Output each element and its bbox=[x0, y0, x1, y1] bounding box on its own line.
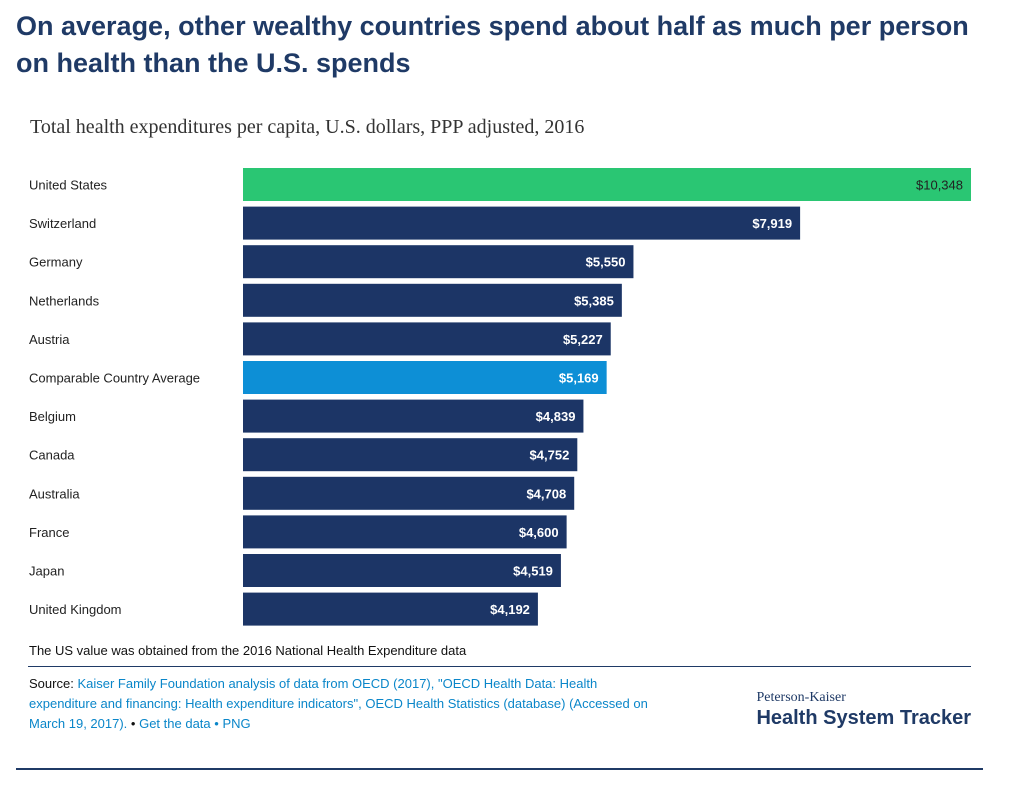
bar-united-states[interactable] bbox=[243, 168, 971, 201]
category-label-canada: Canada bbox=[29, 448, 75, 463]
value-label-austria: $5,227 bbox=[563, 332, 603, 347]
bar-austria[interactable] bbox=[243, 322, 611, 356]
category-label-france: France bbox=[29, 525, 69, 540]
category-label-netherlands: Netherlands bbox=[29, 293, 100, 308]
source-label: Source: bbox=[29, 676, 74, 691]
chart-title: Total health expenditures per capita, U.… bbox=[30, 116, 585, 138]
bar-japan[interactable] bbox=[243, 554, 561, 587]
category-label-united-states: United States bbox=[29, 178, 108, 193]
value-label-united-states: $10,348 bbox=[916, 178, 963, 193]
value-label-germany: $5,550 bbox=[586, 255, 626, 270]
data-note: The US value was obtained from the 2016 … bbox=[29, 643, 467, 658]
value-label-japan: $4,519 bbox=[513, 564, 553, 579]
value-label-comparable-country-average: $5,169 bbox=[559, 371, 599, 386]
bar-germany[interactable] bbox=[243, 245, 634, 279]
bar-netherlands[interactable] bbox=[243, 283, 622, 317]
category-label-united-kingdom: United Kingdom bbox=[29, 602, 122, 617]
value-label-france: $4,600 bbox=[519, 525, 559, 540]
value-label-switzerland: $7,919 bbox=[752, 216, 792, 231]
separator: • bbox=[130, 716, 136, 731]
category-label-australia: Australia bbox=[29, 486, 80, 501]
source-link[interactable]: Kaiser Family Foundation analysis of dat… bbox=[29, 676, 648, 731]
bar-france[interactable] bbox=[243, 515, 567, 549]
bar-chart: United States $10,348 Switzerland $7,919 Ger… bbox=[29, 168, 971, 626]
divider-top bbox=[28, 666, 971, 667]
bar-canada[interactable] bbox=[243, 438, 578, 472]
value-label-netherlands: $5,385 bbox=[574, 293, 614, 308]
category-label-germany: Germany bbox=[29, 255, 83, 270]
get-data-link[interactable]: Get the data bbox=[139, 716, 211, 731]
bar-australia[interactable] bbox=[243, 476, 575, 510]
brand-big-text: Health System Tracker bbox=[756, 707, 971, 729]
chart-headline: On average, other wealthy countries spen… bbox=[16, 11, 969, 78]
category-label-comparable-country-average: Comparable Country Average bbox=[29, 371, 200, 386]
divider-bottom bbox=[16, 768, 983, 770]
separator-2: • bbox=[214, 716, 219, 731]
category-label-japan: Japan bbox=[29, 564, 64, 579]
value-label-united-kingdom: $4,192 bbox=[490, 602, 530, 617]
source-text: Source: Kaiser Family Foundation analysi… bbox=[29, 674, 659, 734]
value-label-australia: $4,708 bbox=[526, 486, 566, 501]
category-label-belgium: Belgium bbox=[29, 409, 76, 424]
brand-small-text: Peterson-Kaiser bbox=[756, 690, 846, 705]
brand-logo[interactable]: Peterson-Kaiser Health System Tracker bbox=[756, 690, 971, 730]
bar-belgium[interactable] bbox=[243, 399, 584, 433]
png-link[interactable]: PNG bbox=[222, 716, 251, 731]
value-label-belgium: $4,839 bbox=[536, 409, 576, 424]
category-label-austria: Austria bbox=[29, 332, 70, 347]
category-label-switzerland: Switzerland bbox=[29, 216, 96, 231]
bar-switzerland[interactable] bbox=[243, 206, 801, 240]
bar-comparable-country-average[interactable] bbox=[243, 361, 607, 394]
value-label-canada: $4,752 bbox=[530, 448, 570, 463]
bar-united-kingdom[interactable] bbox=[243, 592, 538, 626]
